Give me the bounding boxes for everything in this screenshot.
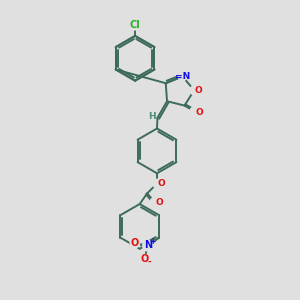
Text: O: O bbox=[158, 179, 166, 188]
Circle shape bbox=[178, 72, 187, 81]
Text: H: H bbox=[148, 112, 155, 121]
Text: Cl: Cl bbox=[130, 20, 140, 30]
Circle shape bbox=[190, 107, 200, 116]
Text: N: N bbox=[144, 240, 152, 250]
Text: O: O bbox=[140, 254, 148, 264]
Text: O: O bbox=[131, 238, 139, 248]
Circle shape bbox=[153, 179, 161, 188]
Text: +: + bbox=[149, 236, 155, 245]
Circle shape bbox=[130, 238, 140, 248]
Text: =N: =N bbox=[175, 71, 190, 80]
Circle shape bbox=[148, 113, 155, 121]
Text: O: O bbox=[196, 108, 203, 117]
Circle shape bbox=[150, 198, 159, 207]
Text: -: - bbox=[148, 258, 152, 267]
Circle shape bbox=[140, 254, 149, 264]
Text: O: O bbox=[156, 198, 163, 207]
Circle shape bbox=[190, 86, 198, 94]
Circle shape bbox=[130, 20, 140, 30]
Text: O: O bbox=[195, 86, 203, 95]
Circle shape bbox=[143, 240, 153, 251]
